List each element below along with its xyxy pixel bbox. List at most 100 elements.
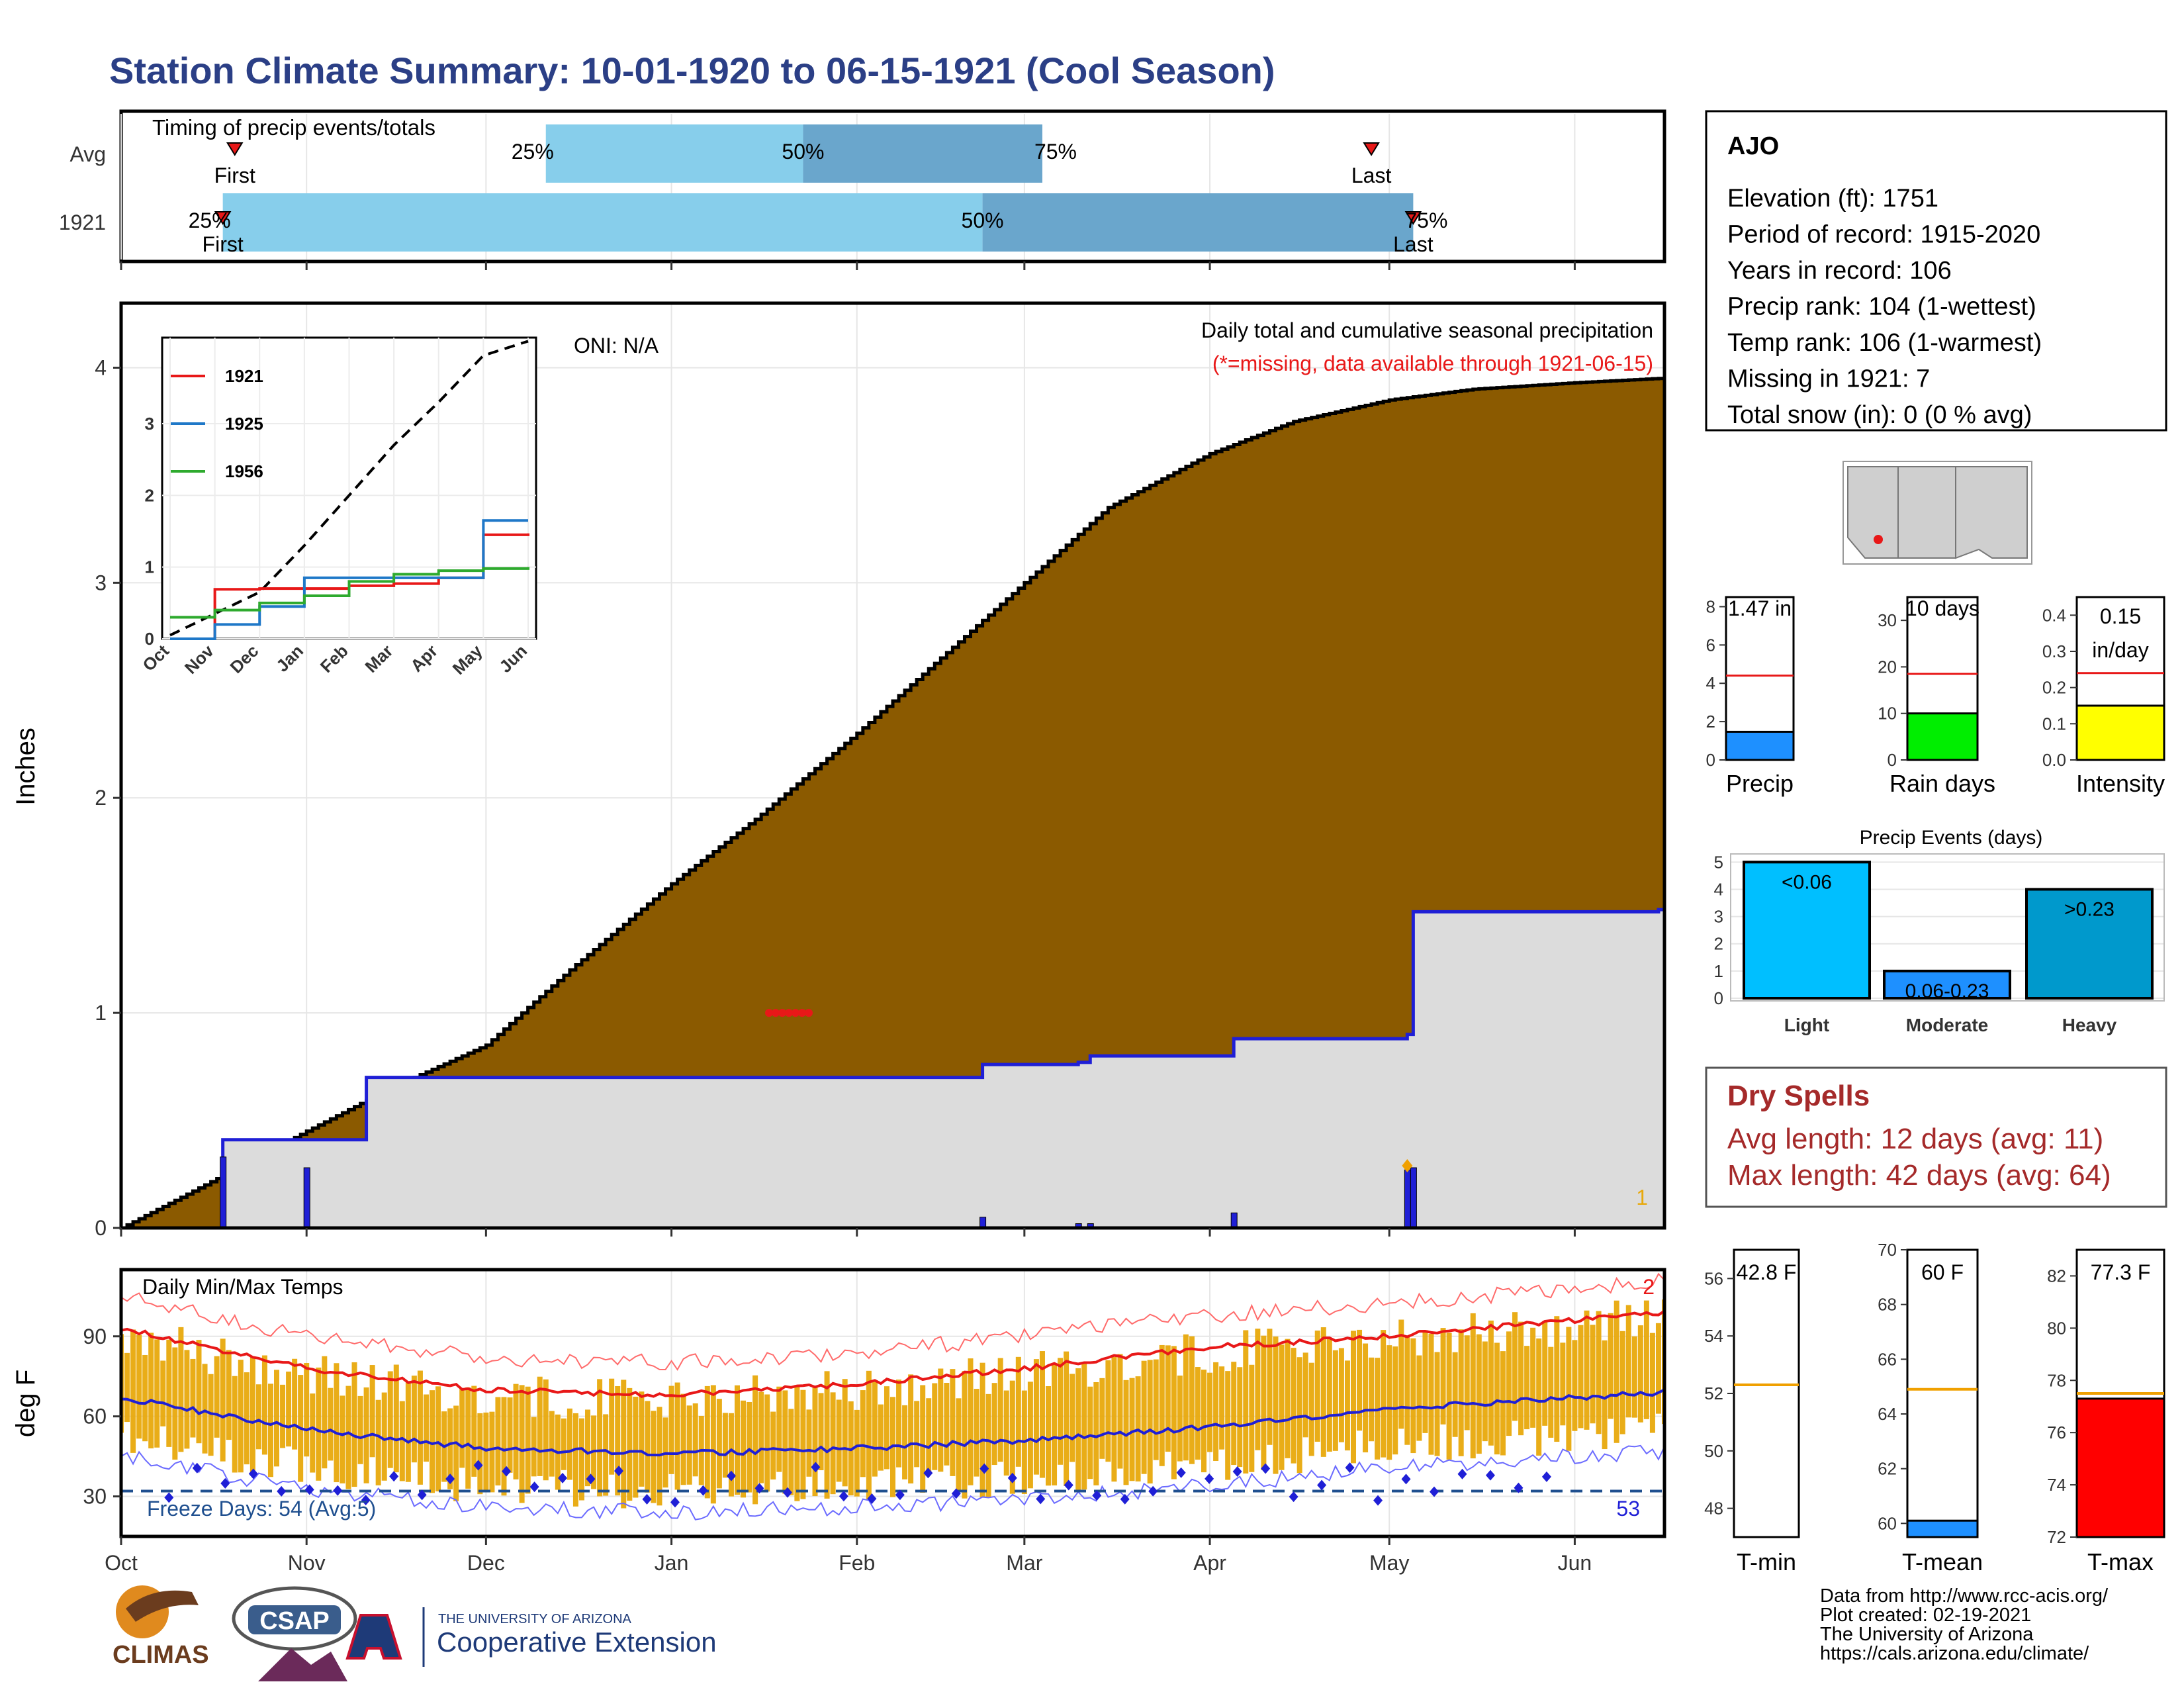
daily-temp-bar xyxy=(1159,1344,1165,1466)
daily-temp-bar xyxy=(1440,1328,1446,1425)
daily-temp-bar xyxy=(926,1398,932,1474)
daily-temp-bar xyxy=(513,1383,519,1479)
daily-temp-bar xyxy=(872,1380,878,1477)
daily-temp-bar xyxy=(842,1379,848,1487)
mini-chart-value: 10 days xyxy=(1905,596,1979,620)
season-summary-bars: 0 2 4 6 8 1.47 in Precip 0 10 20 30 10 days Rain day… xyxy=(1706,596,2165,797)
temp-summary-tick-label: 52 xyxy=(1704,1383,1723,1403)
daily-temp-bar xyxy=(633,1396,639,1498)
daily-temp-bar xyxy=(1363,1343,1369,1453)
dry-spells-max: Max length: 42 days (avg: 64) xyxy=(1727,1159,2111,1192)
events-tick-label: 4 xyxy=(1714,879,1723,899)
daily-temp-bar xyxy=(1314,1331,1320,1442)
precip-events-chart: Precip Events (days) 0 1 2 3 4 5 <0.06 Light 0.0… xyxy=(1714,827,2165,1035)
daily-temp-bar xyxy=(1428,1333,1434,1455)
daily-temp-bar xyxy=(208,1374,214,1456)
freeze-day-marker xyxy=(1317,1479,1327,1491)
timing-bar-50-75 xyxy=(803,124,1042,183)
daily-temp-bar xyxy=(1649,1333,1655,1433)
daily-temp-bar xyxy=(1099,1378,1105,1459)
daily-temp-bar xyxy=(1058,1358,1064,1465)
daily-temp-bar xyxy=(1027,1382,1033,1489)
temp-ylabel: deg F xyxy=(11,1370,40,1437)
daily-temp-bar xyxy=(1416,1355,1422,1441)
daily-temp-bar xyxy=(1387,1345,1392,1460)
mini-chart-tick-label: 0.2 xyxy=(2042,678,2066,698)
freeze-day-marker xyxy=(1345,1462,1355,1474)
month-tick-label: Apr xyxy=(1193,1551,1226,1575)
precip-subtitle: Daily total and cumulative seasonal prec… xyxy=(1201,318,1653,342)
daily-temp-bar xyxy=(1619,1331,1625,1434)
events-bar xyxy=(1883,969,2011,1000)
daily-precip-bar xyxy=(220,1156,227,1228)
daily-temp-bar xyxy=(1434,1352,1440,1456)
timing-marker-last xyxy=(1404,211,1422,225)
daily-temp-bar xyxy=(340,1395,345,1483)
daily-temp-bar xyxy=(1291,1348,1297,1464)
temp-summary-tick-label: 70 xyxy=(1878,1240,1897,1260)
missing-data-marker xyxy=(785,1009,793,1017)
station-info-line: Temp rank: 106 (1-warmest) xyxy=(1727,329,2042,357)
daily-temp-bar xyxy=(1643,1300,1649,1419)
precip-ytick-label: 2 xyxy=(95,786,107,810)
daily-temp-bar xyxy=(1279,1344,1285,1470)
timing-label-75pct: 75% xyxy=(1405,209,1447,232)
daily-temp-bar xyxy=(1554,1316,1560,1442)
mini-chart-tick-label: 0 xyxy=(1888,750,1897,770)
climas-logo-text: CLIMAS xyxy=(113,1641,209,1669)
daily-temp-bar xyxy=(255,1384,261,1450)
daily-temp-bar xyxy=(1381,1330,1387,1458)
daily-precip-bar xyxy=(979,1217,987,1228)
daily-temp-bar xyxy=(142,1354,148,1442)
freeze-day-marker xyxy=(1064,1479,1073,1491)
mini-chart-tick-label: 4 xyxy=(1706,673,1715,693)
daily-temp-bar xyxy=(1602,1340,1608,1450)
freeze-day-marker xyxy=(529,1481,539,1493)
freeze-day-marker xyxy=(1092,1490,1102,1501)
missing-data-marker xyxy=(765,1009,773,1017)
daily-temp-bar xyxy=(854,1409,860,1497)
mini-chart-tick-label: 0.4 xyxy=(2042,605,2066,625)
freeze-day-marker xyxy=(867,1493,877,1505)
daily-temp-bar xyxy=(866,1370,872,1500)
precip-corner-count: 1 xyxy=(1636,1186,1648,1209)
freeze-day-marker xyxy=(164,1492,174,1503)
daily-temp-bar xyxy=(1195,1367,1201,1460)
daily-temp-bar xyxy=(1039,1351,1045,1478)
daily-temp-bar xyxy=(1506,1331,1512,1436)
temp-title: Daily Min/Max Temps xyxy=(142,1275,343,1299)
oni-label: ONI: N/A xyxy=(574,334,659,357)
freeze-day-markers xyxy=(164,1460,1551,1508)
daily-temp-bar xyxy=(692,1403,698,1477)
daily-temp-bar xyxy=(1470,1313,1476,1459)
events-tick-label: 5 xyxy=(1714,852,1723,872)
daily-temp-bar xyxy=(417,1370,423,1485)
events-range-label: >0.23 xyxy=(2064,898,2115,920)
daily-temp-bar xyxy=(430,1390,435,1493)
daily-temp-bar xyxy=(286,1372,292,1447)
mini-chart-tick-label: 20 xyxy=(1878,657,1897,677)
daily-temp-bar xyxy=(357,1395,363,1464)
daily-temp-bar xyxy=(328,1387,334,1461)
timing-panel: Timing of precip events/totals Avg 1921 … xyxy=(59,109,1666,270)
timing-label-50pct: 50% xyxy=(782,140,824,164)
dry-spells-avg: Avg length: 12 days (avg: 11) xyxy=(1727,1123,2103,1155)
university-logo: THE UNIVERSITY OF ARIZONA Cooperative Ex… xyxy=(345,1607,717,1667)
daily-temp-bar xyxy=(1584,1310,1590,1430)
daily-temp-bar xyxy=(399,1401,405,1481)
timing-bar-50-75 xyxy=(982,193,1414,252)
daily-precip-bar xyxy=(1410,1167,1417,1228)
freeze-day-marker xyxy=(811,1462,821,1473)
daily-temp-bar xyxy=(226,1350,232,1440)
precip-ylabel: Inches xyxy=(11,727,40,806)
freeze-day-marker xyxy=(220,1477,230,1489)
daily-temp-bar xyxy=(1255,1329,1261,1450)
daily-temp-bar xyxy=(747,1401,752,1493)
freeze-day-marker xyxy=(361,1495,371,1506)
daily-temp-bar xyxy=(758,1391,764,1483)
daily-temp-bar xyxy=(477,1413,483,1495)
daily-temp-bar xyxy=(1033,1359,1039,1475)
location-map xyxy=(1843,461,2032,565)
daily-temp-bar xyxy=(1338,1348,1344,1442)
